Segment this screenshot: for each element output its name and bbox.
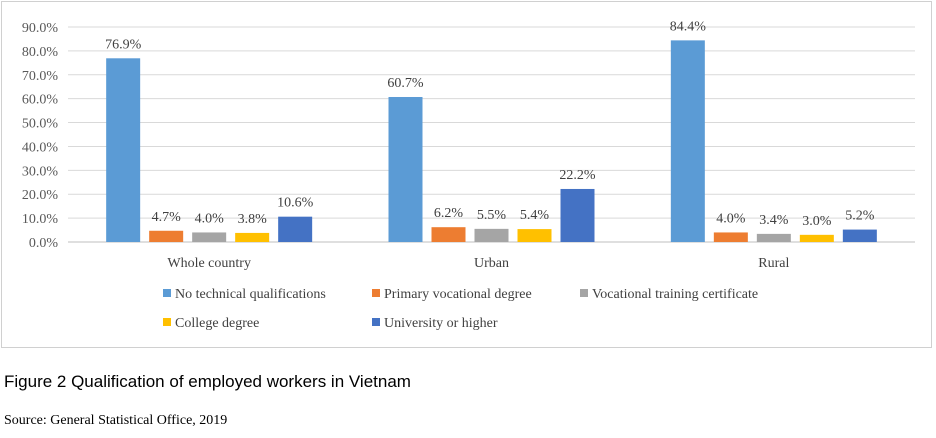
data-label: 5.2%	[845, 209, 875, 224]
category-label: Rural	[758, 256, 789, 271]
y-tick-label: 70.0%	[22, 69, 59, 84]
data-label: 5.4%	[520, 208, 550, 223]
x-axis-categories: Whole country Urban Rural	[167, 256, 789, 271]
data-label: 10.6%	[277, 196, 314, 211]
legend-swatch	[163, 289, 171, 297]
legend-label: University or higher	[384, 316, 498, 331]
data-label: 60.7%	[387, 76, 424, 91]
bar	[235, 232, 270, 242]
category-label: Urban	[474, 256, 509, 271]
data-label: 84.4%	[670, 19, 707, 34]
y-tick-label: 50.0%	[22, 117, 59, 132]
source-note: Source: General Statistical Office, 2019	[4, 413, 228, 428]
figure-caption: Figure 2 Qualification of employed worke…	[4, 372, 411, 391]
data-label: 6.2%	[434, 206, 464, 221]
y-axis-ticks: 0.0% 10.0% 20.0% 30.0% 40.0% 50.0% 60.0% 70.0% 8…	[22, 21, 59, 251]
data-label: 4.0%	[716, 211, 746, 226]
legend: No technical qualifications Primary vocat…	[163, 287, 758, 331]
legend-label: Vocational training certificate	[592, 287, 758, 302]
y-tick-label: 40.0%	[22, 140, 59, 155]
category-label: Whole country	[167, 256, 251, 271]
y-tick-label: 80.0%	[22, 45, 59, 60]
data-label: 4.0%	[195, 211, 225, 226]
data-label: 22.2%	[559, 168, 596, 183]
y-tick-label: 90.0%	[22, 21, 59, 36]
bar	[278, 216, 313, 242]
data-label: 3.0%	[802, 214, 832, 229]
data-label: 3.8%	[238, 212, 268, 227]
y-tick-label: 60.0%	[22, 93, 59, 108]
bar	[756, 233, 791, 242]
bar	[388, 96, 423, 242]
legend-label: Primary vocational degree	[384, 287, 532, 302]
y-tick-label: 10.0%	[22, 212, 59, 227]
bar	[517, 229, 552, 242]
legend-label: College degree	[175, 316, 259, 331]
bar	[149, 230, 184, 242]
bar	[799, 234, 834, 242]
data-label: 76.9%	[105, 37, 142, 52]
bar	[670, 40, 705, 242]
data-label: 4.7%	[152, 210, 182, 225]
bar	[474, 228, 509, 242]
bar	[842, 229, 877, 242]
legend-swatch	[163, 318, 171, 326]
y-tick-label: 30.0%	[22, 164, 59, 179]
legend-swatch	[580, 289, 588, 297]
bars	[106, 40, 877, 242]
bar	[106, 58, 141, 242]
bar	[431, 227, 466, 242]
bar-chart: 0.0% 10.0% 20.0% 30.0% 40.0% 50.0% 60.0% 70.0% 8…	[22, 19, 915, 331]
data-labels: 76.9% 4.7% 4.0% 3.8% 10.6% 60.7% 6.2% 5.5% 5.4% 2…	[105, 19, 875, 228]
gridlines	[68, 26, 915, 243]
y-tick-label: 20.0%	[22, 188, 59, 203]
legend-swatch	[372, 318, 380, 326]
data-label: 3.4%	[759, 213, 789, 228]
data-label: 5.5%	[477, 208, 507, 223]
legend-swatch	[372, 289, 380, 297]
legend-label: No technical qualifications	[175, 287, 326, 302]
chart-frame: 0.0% 10.0% 20.0% 30.0% 40.0% 50.0% 60.0% 70.0% 8…	[1, 1, 932, 348]
bar	[192, 232, 227, 242]
bar	[560, 188, 595, 242]
bar	[713, 232, 748, 242]
y-tick-label: 0.0%	[29, 236, 59, 251]
